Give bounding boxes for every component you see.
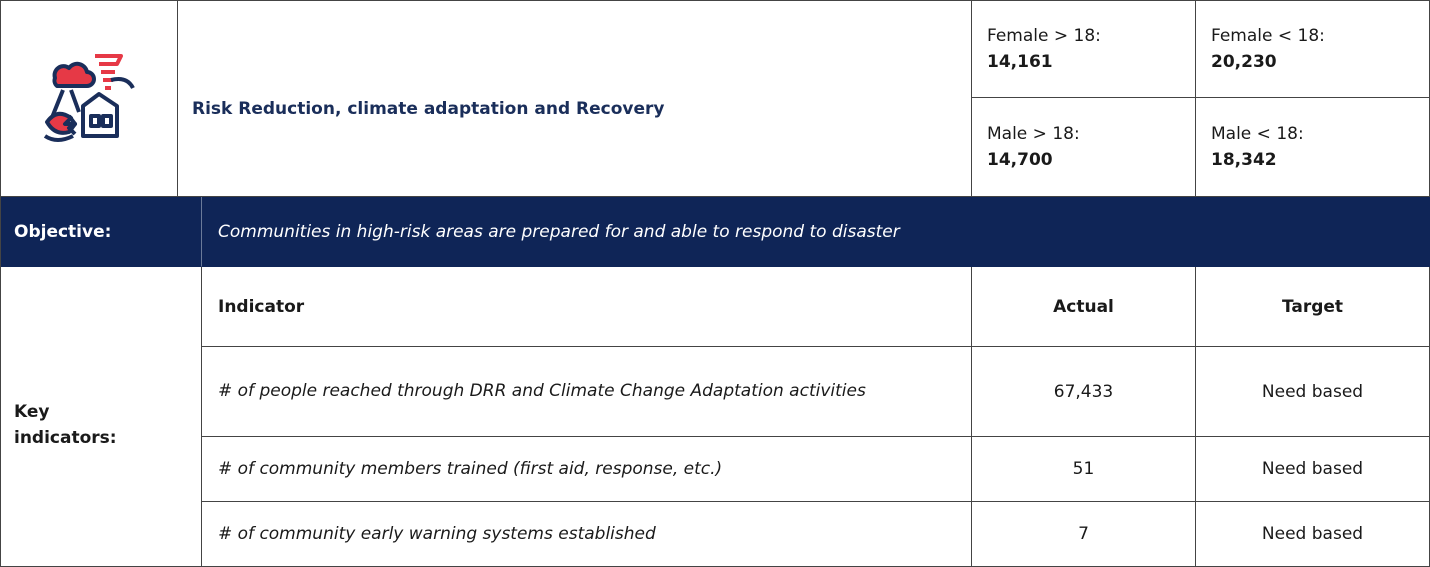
- target-value: Need based: [1196, 347, 1430, 437]
- target-value: Need based: [1196, 437, 1430, 502]
- objective-text: Communities in high-risk areas are prepa…: [202, 197, 1430, 267]
- disaster-icon: [43, 54, 135, 142]
- left-border: [0, 0, 1, 567]
- indicator-name: # of community members trained (first ai…: [202, 437, 972, 502]
- objective-label: Objective:: [0, 197, 202, 267]
- icon-cell: [0, 0, 178, 197]
- demographic-cell: Male < 18: 18,342: [1196, 98, 1430, 197]
- demographic-label: Male < 18:: [1211, 124, 1304, 144]
- demographic-cell: Female > 18: 14,161: [972, 0, 1196, 98]
- column-header: Target: [1196, 267, 1430, 347]
- demographic-cell: Female < 18: 20,230: [1196, 0, 1430, 98]
- demographic-label: Female < 18:: [1211, 25, 1325, 46]
- demographic-cell: Male > 18: 14,700: [972, 98, 1196, 197]
- column-header: Actual: [972, 267, 1196, 347]
- demographic-value: 14,700: [987, 150, 1053, 170]
- actual-value: 7: [972, 502, 1196, 567]
- indicators-label-text: Key indicators:: [14, 401, 117, 448]
- indicators-label: Key indicators:: [0, 267, 202, 567]
- indicator-name: # of people reached through DRR and Clim…: [202, 347, 972, 437]
- column-header: Indicator: [202, 267, 972, 347]
- demographic-value: 20,230: [1211, 51, 1277, 72]
- actual-value: 51: [972, 437, 1196, 502]
- program-title: Risk Reduction, climate adaptation and R…: [178, 0, 972, 197]
- demographic-value: 14,161: [987, 51, 1053, 72]
- indicator-text: # of people reached through DRR and Clim…: [218, 381, 866, 401]
- actual-value: 67,433: [972, 347, 1196, 437]
- indicator-name: # of community early warning systems est…: [202, 502, 972, 567]
- demographic-value: 18,342: [1211, 150, 1277, 170]
- target-value: Need based: [1196, 502, 1430, 567]
- demographic-label: Male > 18:: [987, 124, 1080, 144]
- demographic-label: Female > 18:: [987, 25, 1101, 46]
- top-border: [0, 0, 1430, 1]
